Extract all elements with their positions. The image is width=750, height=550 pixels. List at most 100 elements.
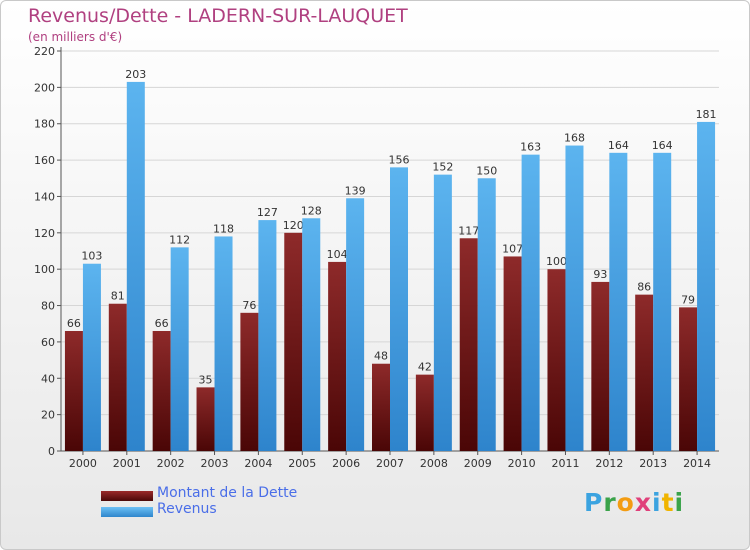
proxiti-logo: Proxiti	[584, 488, 684, 517]
bar-dette	[108, 303, 127, 451]
chart-subtitle: (en milliers d'€)	[28, 30, 123, 44]
x-tick-label: 2002	[157, 457, 185, 470]
data-label-dette: 66	[67, 317, 81, 330]
y-tick-label: 220	[34, 45, 55, 58]
y-tick-label: 80	[41, 300, 55, 313]
logo-letter: i	[674, 488, 685, 517]
data-label-dette: 107	[502, 242, 523, 255]
data-label-revenus: 128	[301, 204, 322, 217]
y-tick-label: 120	[34, 227, 55, 240]
bar-dette	[240, 312, 259, 451]
data-label-dette: 93	[593, 268, 607, 281]
x-tick-label: 2001	[113, 457, 141, 470]
y-tick-label: 200	[34, 81, 55, 94]
bar-revenus	[477, 178, 496, 452]
x-tick-label: 2006	[332, 457, 360, 470]
y-tick-label: 20	[41, 409, 55, 422]
data-label-revenus: 164	[652, 139, 673, 152]
logo-letter: o	[616, 488, 635, 517]
data-label-dette: 66	[155, 317, 169, 330]
x-tick-label: 2000	[69, 457, 97, 470]
data-label-revenus: 168	[564, 132, 585, 145]
x-tick-label: 2008	[420, 457, 448, 470]
data-label-revenus: 181	[696, 108, 717, 121]
logo-letter: t	[661, 488, 675, 517]
bar-revenus	[214, 236, 233, 451]
bar-dette	[547, 269, 566, 451]
legend-swatch-dette	[101, 491, 153, 501]
bar-dette	[591, 281, 610, 451]
x-tick-label: 2005	[288, 457, 316, 470]
bar-revenus	[609, 152, 628, 451]
legend-label-revenus: Revenus	[157, 501, 217, 517]
data-label-dette: 104	[327, 248, 348, 261]
data-label-revenus: 203	[125, 68, 146, 81]
x-tick-label: 2013	[639, 457, 667, 470]
x-tick-label: 2004	[244, 457, 272, 470]
y-tick-label: 40	[41, 372, 55, 385]
legend-swatch-revenus	[101, 507, 153, 517]
data-label-revenus: 127	[257, 206, 278, 219]
data-label-dette: 86	[637, 281, 651, 294]
data-label-dette: 76	[242, 299, 256, 312]
data-label-revenus: 164	[608, 139, 629, 152]
data-label-revenus: 103	[81, 250, 102, 263]
x-tick-label: 2011	[551, 457, 579, 470]
data-label-dette: 81	[111, 290, 125, 303]
data-label-dette: 42	[418, 361, 432, 374]
bar-revenus	[390, 167, 408, 451]
bar-revenus	[521, 154, 540, 452]
data-label-revenus: 163	[520, 141, 541, 154]
logo-letter: x	[634, 488, 652, 517]
y-tick-label: 60	[41, 336, 55, 349]
data-label-revenus: 150	[476, 164, 497, 177]
data-label-dette: 117	[458, 224, 479, 237]
bar-revenus	[82, 263, 101, 451]
data-label-dette: 35	[199, 373, 213, 386]
data-label-revenus: 152	[432, 161, 453, 174]
y-tick-label: 100	[34, 263, 55, 276]
x-tick-label: 2003	[201, 457, 229, 470]
bar-dette	[64, 331, 83, 451]
y-tick-label: 0	[48, 445, 55, 458]
bar-revenus	[170, 247, 189, 451]
bar-revenus	[653, 152, 672, 451]
y-tick-label: 160	[34, 154, 55, 167]
x-tick-label: 2007	[376, 457, 404, 470]
x-tick-label: 2010	[508, 457, 536, 470]
chart-title: Revenus/Dette - LADERN-SUR-LAUQUET	[28, 5, 408, 27]
legend-label-dette: Montant de la Dette	[157, 485, 298, 501]
bar-dette	[152, 331, 171, 451]
y-tick-label: 180	[34, 118, 55, 131]
logo-letter: r	[603, 488, 617, 517]
x-tick-label: 2012	[595, 457, 623, 470]
bar-dette	[196, 387, 215, 451]
data-label-revenus: 139	[345, 184, 366, 197]
bar-dette	[503, 256, 522, 451]
bar-dette	[284, 232, 303, 451]
x-tick-label: 2014	[683, 457, 711, 470]
data-label-revenus: 112	[169, 233, 190, 246]
data-label-dette: 79	[681, 293, 695, 306]
bar-revenus	[346, 198, 365, 451]
y-tick-label: 140	[34, 190, 55, 203]
bar-dette	[372, 363, 390, 451]
bar-dette	[635, 294, 654, 451]
data-label-dette: 48	[374, 350, 388, 363]
bar-dette	[415, 374, 434, 451]
bar-dette	[328, 261, 347, 451]
bar-revenus	[565, 145, 584, 451]
bar-revenus	[302, 218, 321, 451]
bar-revenus	[433, 174, 452, 452]
x-tick-label: 2009	[464, 457, 492, 470]
data-label-dette: 100	[546, 255, 567, 268]
logo-letter: i	[652, 488, 662, 517]
data-label-revenus: 156	[389, 153, 410, 166]
bar-revenus	[697, 121, 716, 451]
data-label-revenus: 118	[213, 222, 234, 235]
bar-dette	[459, 238, 478, 451]
data-label-dette: 120	[283, 219, 304, 232]
bar-dette	[679, 307, 698, 451]
